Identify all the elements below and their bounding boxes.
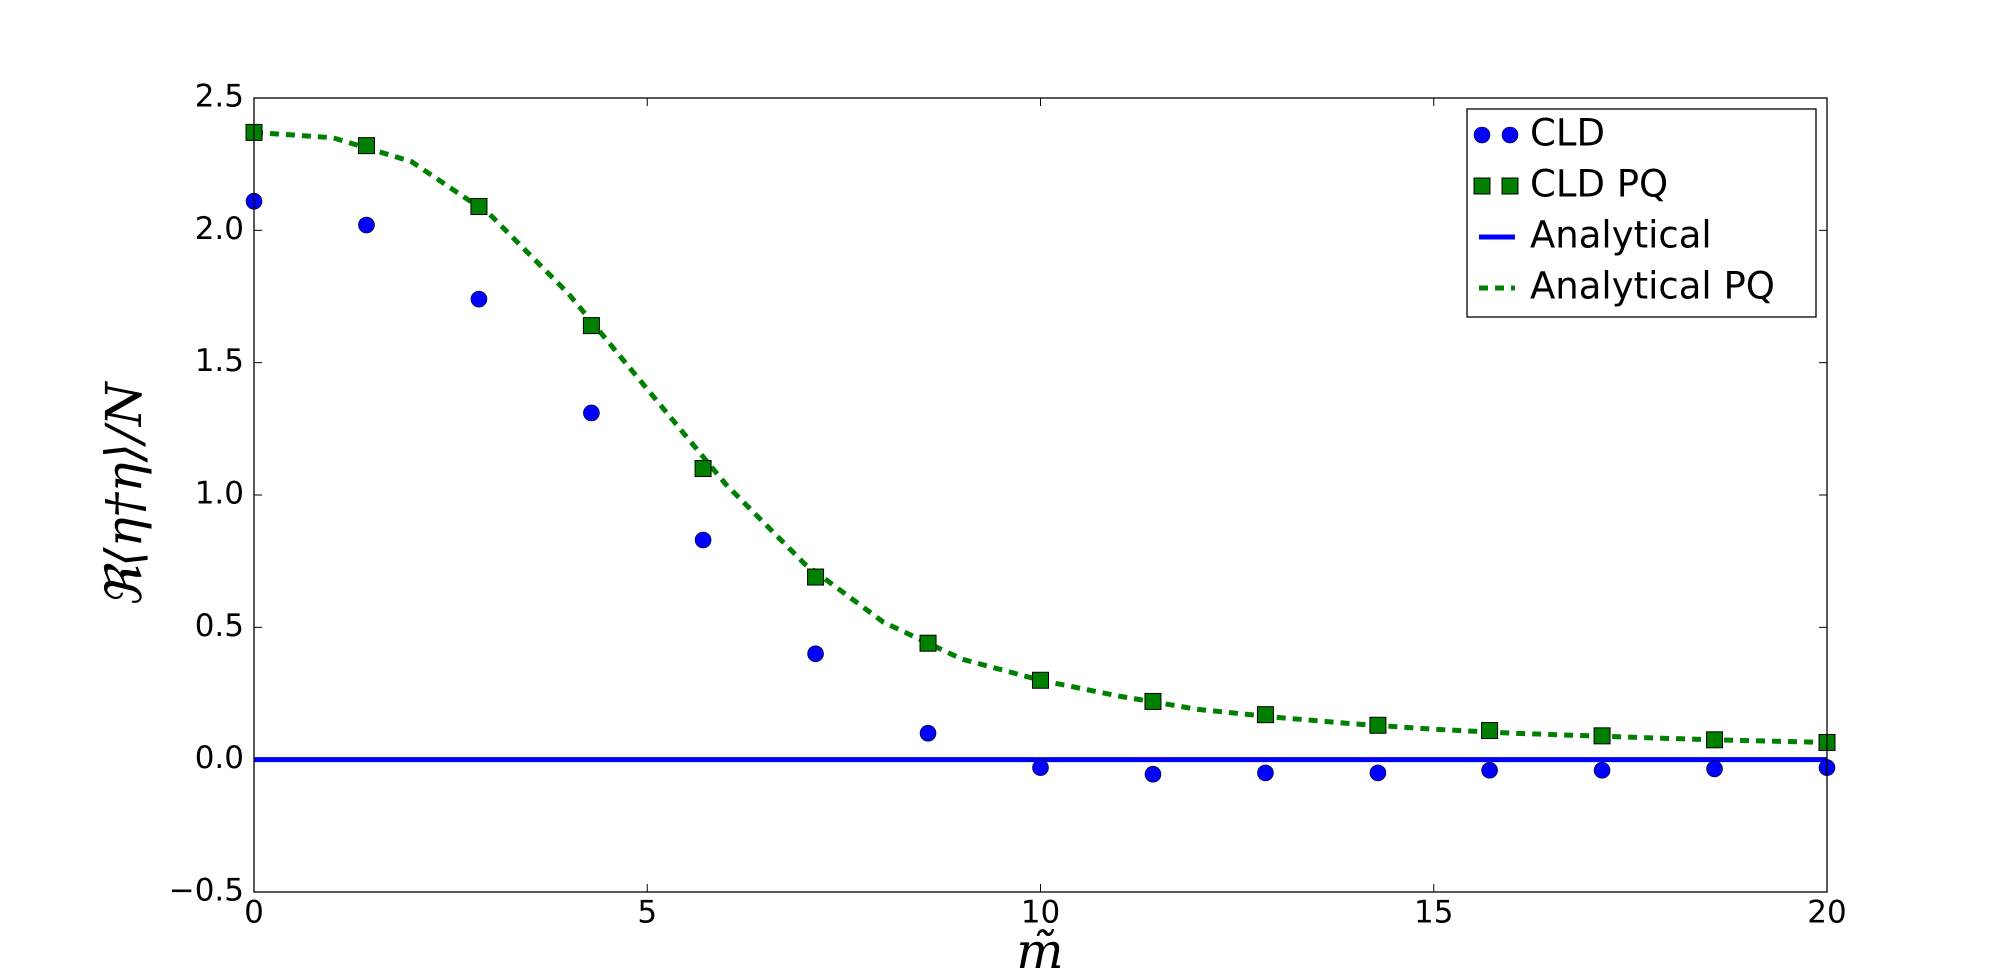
legend-label: Analytical PQ	[1530, 265, 1775, 308]
y-tick-label: 1.5	[195, 343, 244, 379]
square-marker	[1032, 671, 1049, 689]
square-marker	[1473, 177, 1491, 195]
square-marker	[694, 460, 712, 478]
circle-marker	[1501, 126, 1519, 144]
x-tick-label: 5	[637, 895, 657, 931]
square-marker	[919, 634, 937, 652]
circle-marker	[358, 216, 375, 234]
square-marker	[1501, 177, 1519, 195]
square-marker	[1144, 692, 1162, 710]
circle-marker	[1481, 761, 1498, 779]
legend-label: CLD	[1530, 112, 1605, 155]
square-marker	[470, 198, 488, 216]
x-tick-label: 15	[1414, 895, 1453, 931]
square-marker	[357, 137, 375, 155]
circle-marker	[1032, 759, 1049, 776]
y-tick-label: −0.5	[169, 873, 244, 909]
plot-frame	[253, 97, 1828, 893]
x-tick-label: 20	[1807, 895, 1846, 931]
square-marker	[1369, 716, 1387, 734]
circle-marker	[1369, 764, 1387, 782]
x-tick-label: 0	[244, 895, 264, 931]
square-marker	[1481, 722, 1499, 740]
y-tick-label: 2.0	[195, 211, 244, 247]
square-marker	[1593, 727, 1611, 745]
x-axis-label: m̃	[1016, 922, 1063, 977]
circle-marker	[1593, 761, 1611, 779]
legend-label: Analytical	[1530, 214, 1712, 257]
circle-marker	[1473, 126, 1491, 144]
square-marker	[807, 568, 825, 586]
circle-marker	[583, 404, 600, 422]
circle-marker	[470, 290, 488, 308]
circle-marker	[1706, 760, 1723, 778]
square-marker	[582, 317, 600, 335]
legend-box	[1466, 108, 1817, 318]
y-tick-label: 1.0	[195, 476, 244, 512]
circle-marker	[1144, 765, 1162, 783]
square-marker	[1256, 706, 1274, 724]
circle-marker	[807, 645, 824, 663]
x-tick-label: 10	[1021, 895, 1060, 931]
legend-label: CLD PQ	[1530, 163, 1668, 206]
plot-area	[245, 123, 1836, 783]
y-axis-label: ℜ⟨η†η⟩/N	[95, 380, 153, 607]
circle-marker	[919, 724, 937, 742]
y-tick-label: 0.5	[195, 608, 244, 644]
y-tick-label: 0.0	[195, 740, 244, 776]
square-marker	[1706, 731, 1724, 749]
circle-marker	[694, 531, 712, 549]
y-tick-label: 2.5	[195, 79, 244, 115]
circle-marker	[1257, 764, 1274, 782]
